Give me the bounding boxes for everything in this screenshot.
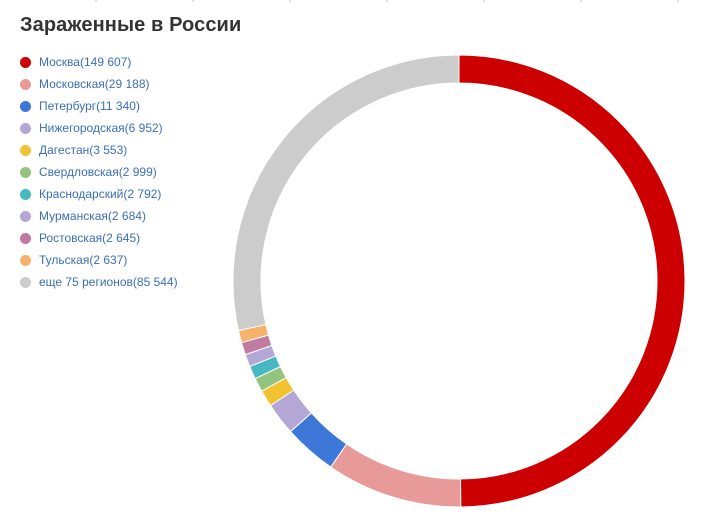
legend-label: Мурманская [39, 209, 108, 223]
chart-legend: Москва149 607 Московская29 188 Петербург… [20, 51, 230, 293]
legend-swatch [20, 188, 31, 200]
chart-title: Зараженные в России [20, 14, 242, 36]
legend-value: 2 684 [108, 209, 146, 223]
legend-label: Тульская [39, 253, 90, 267]
legend-item[interactable]: Дагестан3 553 [20, 139, 230, 161]
legend-label: Московская [39, 77, 105, 91]
donut-slice[interactable] [329, 443, 462, 508]
legend-item[interactable]: Свердловская2 999 [20, 161, 230, 183]
legend-swatch [20, 276, 31, 288]
legend-label: Москва [39, 55, 80, 69]
legend-value: 2 999 [119, 165, 157, 179]
legend-value: 149 607 [80, 55, 131, 69]
legend-label: Нижегородская [39, 121, 125, 135]
legend-item[interactable]: Москва149 607 [20, 51, 230, 73]
donut-slice[interactable] [232, 54, 460, 332]
legend-label: еще 75 регионов [39, 275, 133, 289]
legend-item[interactable]: Краснодарский2 792 [20, 183, 230, 205]
legend-swatch [20, 122, 31, 134]
legend-swatch [20, 56, 31, 68]
legend-swatch [20, 166, 31, 178]
legend-item[interactable]: Московская29 188 [20, 73, 230, 95]
legend-swatch [20, 210, 31, 222]
legend-label: Краснодарский [39, 187, 124, 201]
legend-item[interactable]: Петербург11 340 [20, 95, 230, 117]
legend-label: Петербург [39, 99, 97, 113]
legend-value: 6 952 [125, 121, 163, 135]
legend-swatch [20, 100, 31, 112]
legend-value: 2 792 [123, 187, 161, 201]
legend-swatch [20, 254, 31, 266]
legend-value: 11 340 [96, 99, 140, 113]
legend-swatch [20, 232, 31, 244]
legend-value: 2 645 [102, 231, 140, 245]
legend-value: 29 188 [105, 77, 150, 91]
legend-item[interactable]: Тульская2 637 [20, 249, 230, 271]
legend-swatch [20, 144, 31, 156]
legend-label: Свердловская [39, 165, 119, 179]
legend-swatch [20, 78, 31, 90]
legend-label: Дагестан [39, 143, 90, 157]
legend-item[interactable]: еще 75 регионов85 544 [20, 271, 230, 293]
legend-value: 3 553 [89, 143, 127, 157]
legend-item[interactable]: Ростовская2 645 [20, 227, 230, 249]
legend-item[interactable]: Мурманская2 684 [20, 205, 230, 227]
donut-slice[interactable] [458, 54, 686, 508]
legend-value: 2 637 [89, 253, 127, 267]
legend-item[interactable]: Нижегородская6 952 [20, 117, 230, 139]
legend-label: Ростовская [39, 231, 103, 245]
legend-value: 85 544 [133, 275, 178, 289]
top-divider [0, 0, 705, 2]
